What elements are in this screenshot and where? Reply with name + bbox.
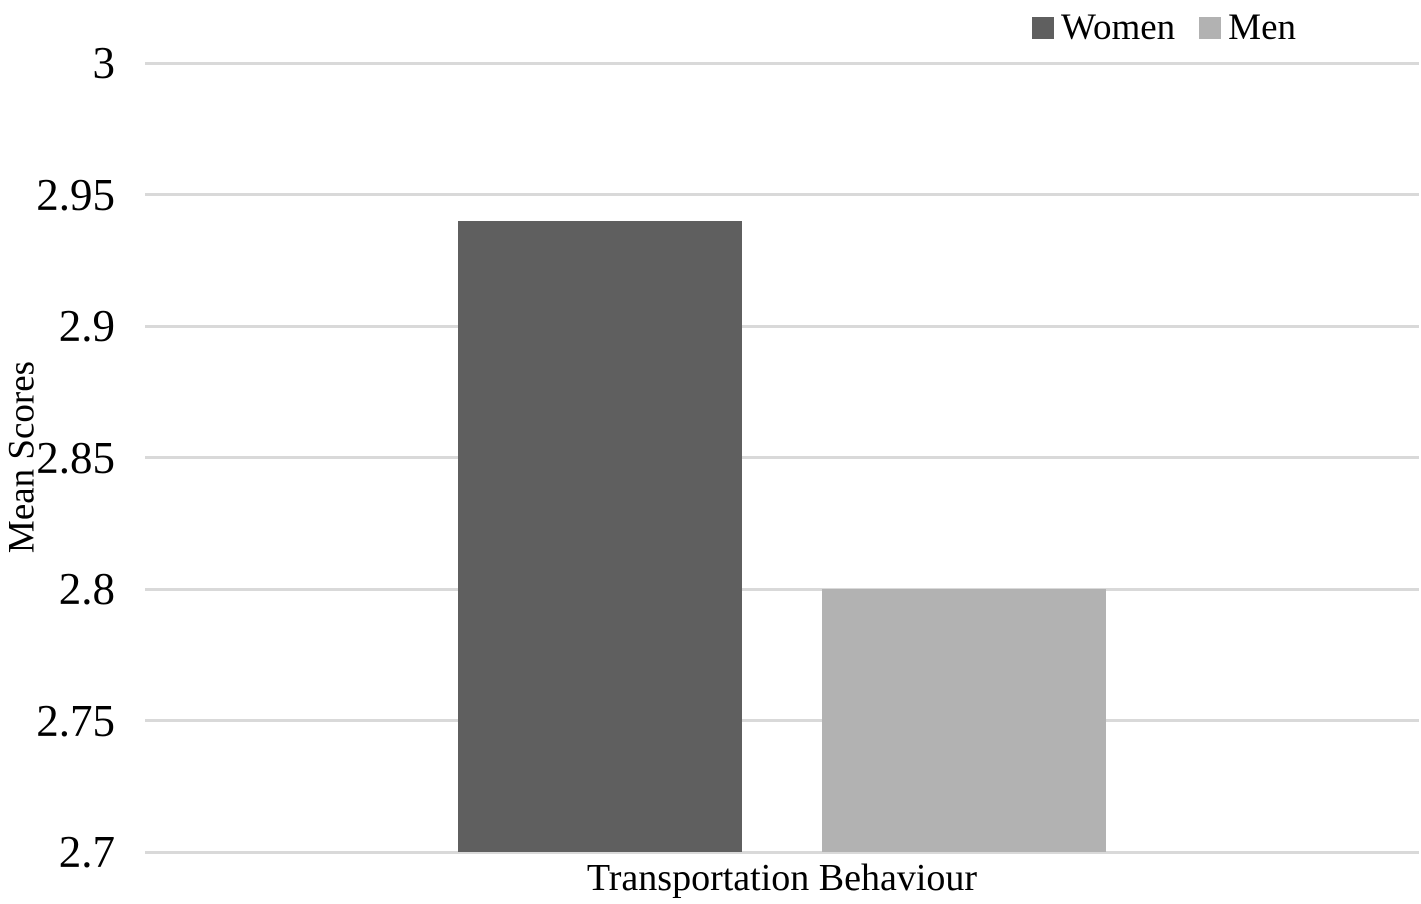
y-tick-label: 2.75 <box>36 695 115 746</box>
bar-women <box>458 220 742 852</box>
gridline <box>145 719 1419 722</box>
y-tick-label: 2.9 <box>58 301 115 351</box>
gridline <box>145 324 1419 328</box>
y-tick-label: 2.7 <box>58 827 115 877</box>
x-axis-title: Transportation Behaviour <box>586 857 978 899</box>
legend-label: Women <box>1061 7 1176 48</box>
y-tick-label: 2.95 <box>36 169 115 220</box>
legend-label: Men <box>1228 7 1296 48</box>
bar-men <box>822 589 1106 852</box>
y-axis-title: Mean Scores <box>1 360 43 554</box>
x-axis-line <box>145 850 1419 854</box>
legend: Women Men <box>1032 8 1296 48</box>
legend-item-men: Men <box>1199 8 1296 48</box>
y-tick-label: 2.85 <box>36 432 115 483</box>
y-tick-label: 3 <box>92 38 116 88</box>
legend-swatch-icon <box>1199 17 1222 39</box>
gridline <box>145 193 1419 196</box>
legend-item-women: Women <box>1032 8 1175 48</box>
gridline <box>145 456 1419 459</box>
gridline <box>145 61 1419 65</box>
y-tick-label: 2.8 <box>58 564 115 614</box>
legend-swatch-icon <box>1032 17 1054 39</box>
plot-area <box>145 63 1419 852</box>
gridline <box>145 587 1419 591</box>
